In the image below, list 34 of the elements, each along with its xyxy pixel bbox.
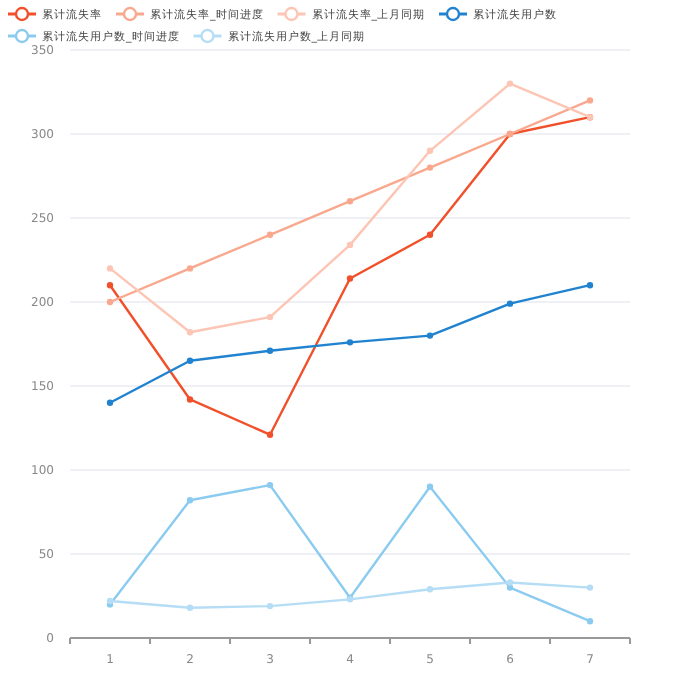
point (506, 80, 514, 87)
point (506, 584, 514, 591)
point (266, 481, 274, 489)
point (426, 483, 434, 490)
point (186, 357, 194, 364)
point (106, 282, 114, 289)
point (506, 300, 514, 307)
point (426, 332, 434, 339)
point (586, 282, 594, 289)
point (186, 604, 194, 611)
point (106, 399, 114, 406)
point (106, 265, 114, 272)
point (426, 164, 434, 171)
point (586, 618, 594, 625)
point (586, 97, 594, 104)
point (426, 231, 434, 238)
point (586, 584, 594, 591)
point (346, 339, 354, 346)
point (346, 275, 354, 282)
point (186, 497, 194, 504)
point (506, 579, 514, 586)
point (266, 602, 274, 610)
point (266, 347, 274, 354)
point (346, 241, 354, 249)
point (106, 298, 114, 306)
point (266, 313, 274, 321)
point (186, 329, 194, 336)
point (266, 431, 274, 438)
point (426, 586, 434, 593)
point (346, 198, 354, 205)
point (186, 265, 194, 272)
point (266, 231, 274, 238)
point (426, 147, 434, 154)
point (186, 396, 194, 403)
